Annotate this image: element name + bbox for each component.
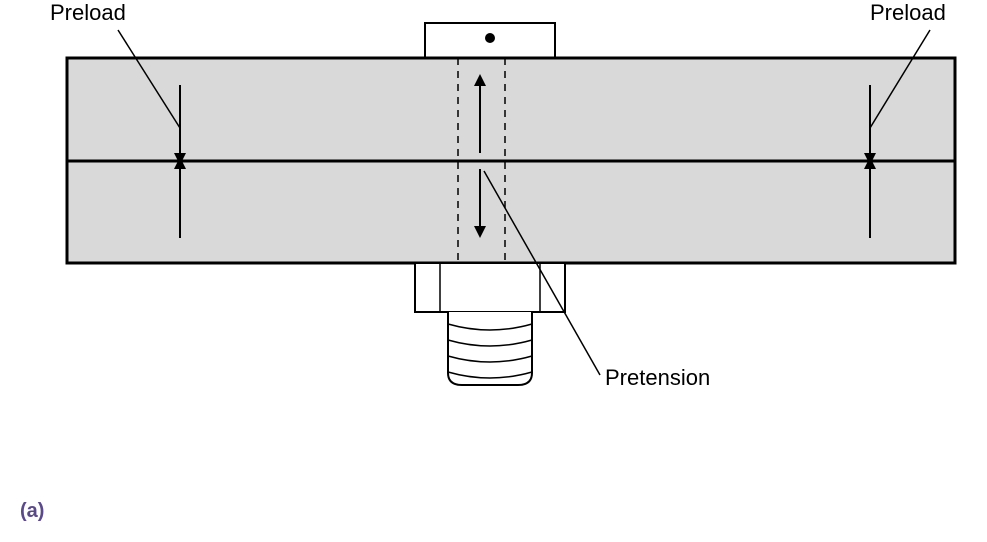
bolt-joint-diagram [0,0,987,542]
